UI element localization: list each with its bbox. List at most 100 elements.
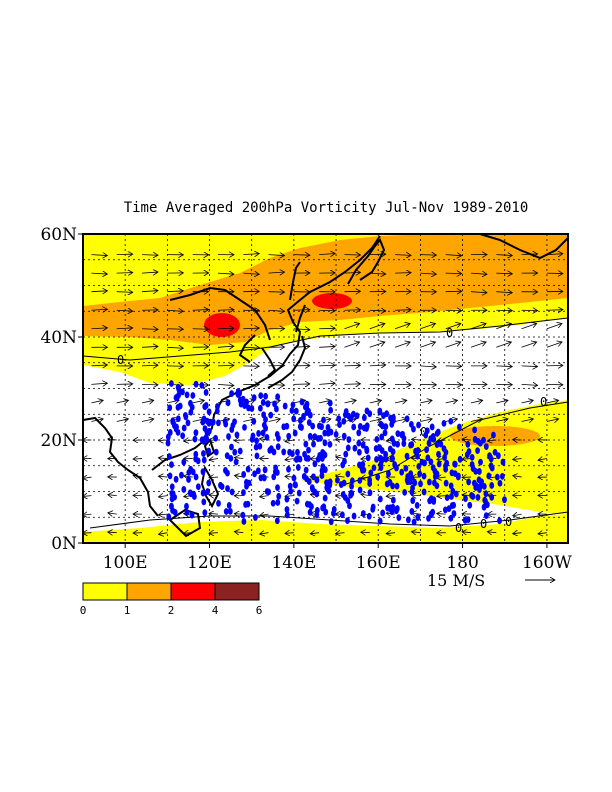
typhoon-point	[442, 506, 448, 514]
typhoon-point	[306, 419, 312, 426]
typhoon-point	[477, 439, 483, 447]
wind-vector	[268, 310, 285, 311]
typhoon-point	[200, 468, 206, 476]
typhoon-point	[289, 407, 295, 414]
wind-vector	[167, 291, 183, 292]
typhoon-point	[224, 452, 230, 460]
typhoon-point	[201, 415, 207, 423]
wind-vector	[192, 310, 209, 311]
wind-vector	[83, 477, 92, 478]
typhoon-point	[322, 494, 328, 502]
wind-vector	[361, 532, 370, 533]
typhoon-point	[467, 501, 473, 509]
typhoon-point	[263, 392, 268, 400]
reference-vector-label: 15 M/S	[427, 571, 485, 590]
typhoon-point	[184, 391, 190, 399]
wind-vector	[420, 400, 432, 403]
lon-tick-label: 180	[446, 553, 478, 573]
typhoon-point	[483, 512, 489, 520]
colorbar-swatch	[126, 582, 172, 601]
typhoon-point	[410, 497, 416, 504]
typhoon-point	[192, 435, 198, 443]
wind-vector	[546, 419, 559, 422]
typhoon-point	[404, 415, 410, 423]
typhoon-point	[184, 509, 190, 516]
typhoon-point	[449, 493, 454, 500]
typhoon-point	[233, 458, 239, 466]
wind-vector	[394, 342, 410, 348]
typhoon-point	[213, 434, 218, 442]
wind-vector	[91, 273, 107, 274]
typhoon-point	[289, 450, 295, 458]
typhoon-point	[408, 441, 413, 449]
typhoon-point	[409, 508, 415, 515]
typhoon-point	[388, 414, 393, 422]
wind-vector	[268, 272, 285, 273]
wind-vector	[158, 440, 168, 441]
typhoon-point	[173, 475, 179, 483]
wind-vector	[91, 383, 107, 384]
typhoon-point	[368, 469, 374, 477]
typhoon-point	[441, 419, 447, 427]
typhoon-point	[214, 407, 220, 415]
wind-vector	[260, 514, 269, 515]
colorbar: 0 1 2 4 6	[80, 582, 262, 617]
typhoon-point	[225, 399, 231, 407]
wind-vector	[521, 323, 537, 330]
typhoon-point	[181, 458, 187, 466]
wind-vector	[445, 255, 462, 256]
colorbar-label: 0	[80, 604, 87, 617]
typhoon-point	[175, 415, 181, 423]
typhoon-point	[254, 437, 259, 445]
wind-vector	[293, 329, 310, 330]
typhoon-point	[206, 427, 212, 435]
typhoon-point	[290, 401, 296, 409]
typhoon-point	[168, 380, 174, 387]
wind-vector	[344, 323, 359, 330]
wind-vector	[243, 273, 259, 274]
typhoon-point	[292, 429, 298, 437]
typhoon-point	[390, 448, 396, 456]
typhoon-point	[377, 408, 383, 416]
typhoon-point	[166, 453, 172, 460]
typhoon-point	[432, 479, 437, 487]
wind-vector	[546, 323, 562, 330]
typhoon-point	[315, 435, 321, 442]
typhoon-point	[457, 423, 462, 431]
wind-vector	[217, 384, 234, 385]
typhoon-point	[327, 440, 333, 448]
grid-lines	[83, 234, 568, 543]
wind-vector	[462, 459, 472, 460]
wind-vector	[336, 476, 345, 477]
typhoon-point	[202, 509, 208, 517]
typhoon-point	[436, 450, 441, 458]
wind-vector	[496, 273, 512, 274]
wind-vector	[209, 477, 218, 478]
wind-vector	[133, 475, 143, 477]
typhoon-point	[472, 436, 478, 443]
wind-vector	[437, 477, 446, 478]
typhoon-point	[169, 483, 175, 491]
typhoon-point	[427, 497, 433, 505]
typhoon-point	[307, 411, 313, 419]
wind-vector	[470, 342, 486, 348]
typhoon-point	[483, 443, 489, 451]
typhoon-point	[303, 440, 309, 448]
wind-vector	[521, 254, 538, 255]
wind-vector	[209, 533, 218, 534]
typhoon-point	[255, 467, 261, 475]
typhoon-point	[299, 398, 305, 406]
typhoon-point	[499, 472, 505, 480]
typhoon-point	[319, 472, 325, 479]
typhoon-point	[284, 506, 290, 513]
typhoon-point	[286, 465, 291, 473]
wind-vector	[546, 342, 562, 348]
typhoon-point	[349, 477, 355, 485]
reference-vector: 15 M/S	[427, 571, 555, 590]
typhoon-point	[246, 479, 252, 487]
wind-vector	[243, 254, 259, 255]
typhoon-point	[184, 502, 189, 510]
typhoon-point	[253, 514, 258, 521]
typhoon-point	[389, 454, 395, 462]
typhoon-point	[417, 470, 423, 478]
